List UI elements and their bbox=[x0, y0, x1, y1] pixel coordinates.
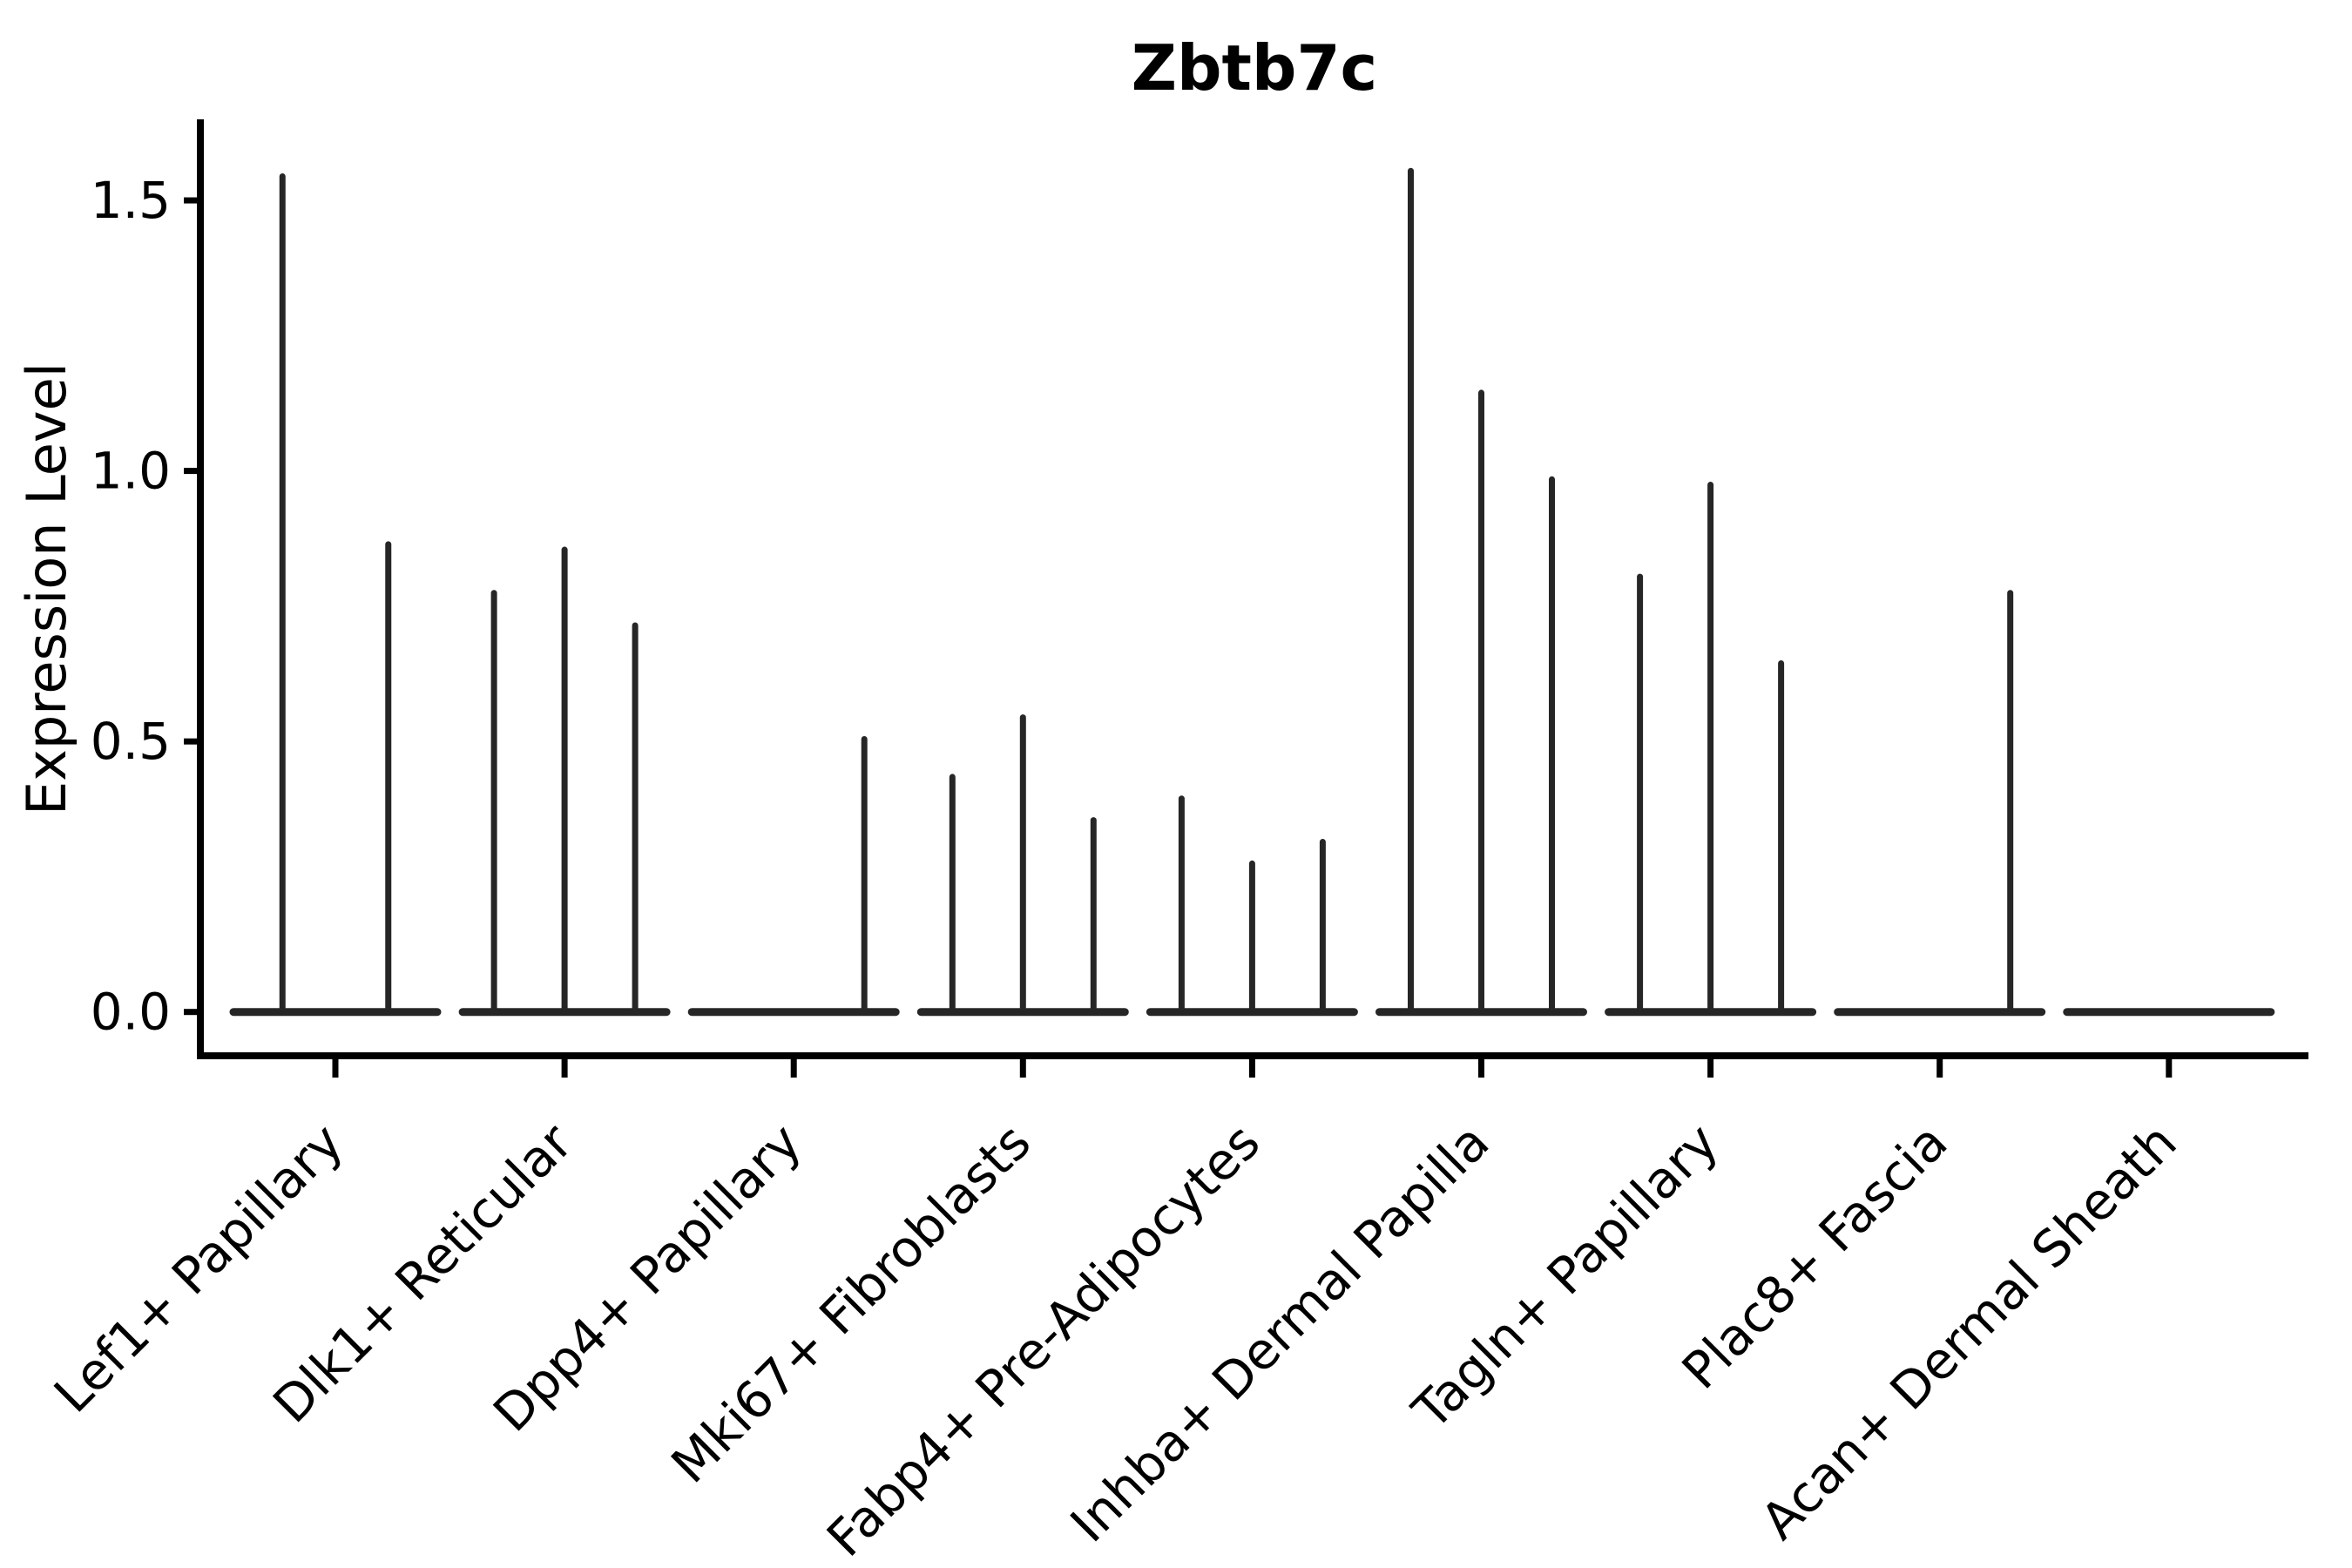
x-tick-label: Inhba+ Dermal Papilla bbox=[1059, 1112, 1501, 1554]
violin-spike bbox=[561, 546, 568, 1012]
y-tick-label: 0.0 bbox=[91, 983, 171, 1042]
y-axis-label: Expression Level bbox=[15, 362, 78, 815]
violin-spike bbox=[1478, 389, 1484, 1012]
violin-baseline bbox=[687, 1008, 900, 1017]
violin-spike bbox=[1637, 573, 1644, 1012]
violin-baseline bbox=[1834, 1008, 2046, 1017]
violin-spike bbox=[385, 541, 392, 1012]
violin-spike bbox=[490, 590, 497, 1012]
violin-spike bbox=[949, 774, 956, 1012]
chart-title: Zbtb7c bbox=[1132, 31, 1377, 105]
y-tick-label: 0.5 bbox=[91, 712, 171, 771]
violin-spike bbox=[1248, 860, 1255, 1012]
x-tick-label: Fabp4+ Pre-Adipocytes bbox=[815, 1112, 1271, 1568]
violin-spike bbox=[1707, 482, 1714, 1012]
violin-spike bbox=[1019, 714, 1026, 1012]
violin-baseline bbox=[229, 1008, 442, 1017]
violin-baseline bbox=[1146, 1008, 1358, 1017]
violin-spike bbox=[1090, 817, 1097, 1012]
violin-baseline bbox=[458, 1008, 671, 1017]
violin-spike bbox=[1778, 659, 1785, 1012]
y-tick-label: 1.0 bbox=[91, 442, 171, 501]
violin-spike bbox=[632, 622, 639, 1012]
violin-baseline bbox=[2063, 1008, 2275, 1017]
y-tick-label: 1.5 bbox=[91, 171, 171, 230]
violin-spike bbox=[279, 172, 286, 1012]
violin-spike bbox=[1408, 167, 1414, 1012]
x-tick-label: Acan+ Dermal Sheath bbox=[1749, 1112, 2187, 1551]
violin-spike bbox=[1178, 795, 1185, 1012]
violin-spike bbox=[1549, 476, 1555, 1012]
violin-baseline bbox=[1375, 1008, 1587, 1017]
violin-spike bbox=[1319, 838, 1326, 1012]
violin-spike bbox=[2007, 590, 2014, 1012]
violin-baseline bbox=[1605, 1008, 1817, 1017]
violin-spike bbox=[861, 735, 868, 1012]
violin-baseline bbox=[916, 1008, 1129, 1017]
